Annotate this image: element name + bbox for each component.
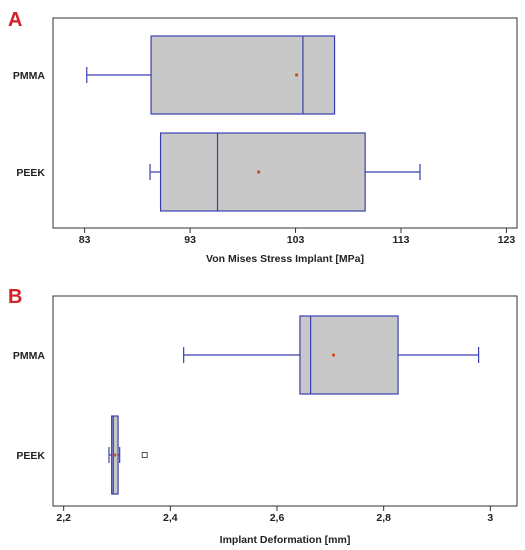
outlier-marker — [141, 452, 148, 458]
box-iqr — [150, 35, 336, 115]
box-peek — [108, 415, 148, 495]
box-pmma — [86, 35, 336, 115]
x-tick-label: 3 — [487, 512, 493, 524]
plot-frame — [52, 17, 518, 229]
mean-marker — [295, 73, 299, 77]
box-pmma — [183, 315, 480, 395]
panel-letter: A — [8, 9, 22, 31]
x-axis-title: Implant Deformation [mm] — [220, 534, 351, 546]
category-label-pmma: PMMA — [13, 350, 45, 362]
box-peek — [149, 132, 421, 212]
x-tick-label: 83 — [79, 234, 91, 246]
category-label-pmma: PMMA — [13, 70, 45, 82]
x-tick-label: 2,4 — [163, 512, 178, 524]
x-tick-label: 123 — [498, 234, 516, 246]
category-label-peek: PEEK — [16, 450, 45, 462]
mean-marker — [257, 170, 261, 174]
mean-marker — [113, 453, 117, 457]
x-tick-label: 93 — [184, 234, 196, 246]
plot-frame — [52, 295, 518, 507]
panel-letter: B — [8, 286, 22, 308]
x-tick-label: 103 — [287, 234, 305, 246]
x-tick-label: 2,8 — [376, 512, 391, 524]
x-tick-label: 2,6 — [270, 512, 285, 524]
category-label-peek: PEEK — [16, 167, 45, 179]
x-axis-title: Von Mises Stress Implant [MPa] — [206, 253, 364, 265]
box-iqr — [299, 315, 399, 395]
x-tick-label: 2,2 — [56, 512, 71, 524]
panel-b: B PMMA PEEK 2,2 2,4 2,6 2,8 3 Implant Deformatio… — [8, 286, 518, 546]
panel-a: A PMMA PEEK 83 93 103 113 123 Von Mises Stress I… — [8, 9, 518, 265]
mean-marker — [331, 353, 336, 357]
x-tick-label: 113 — [393, 234, 410, 246]
box-iqr — [159, 132, 366, 212]
